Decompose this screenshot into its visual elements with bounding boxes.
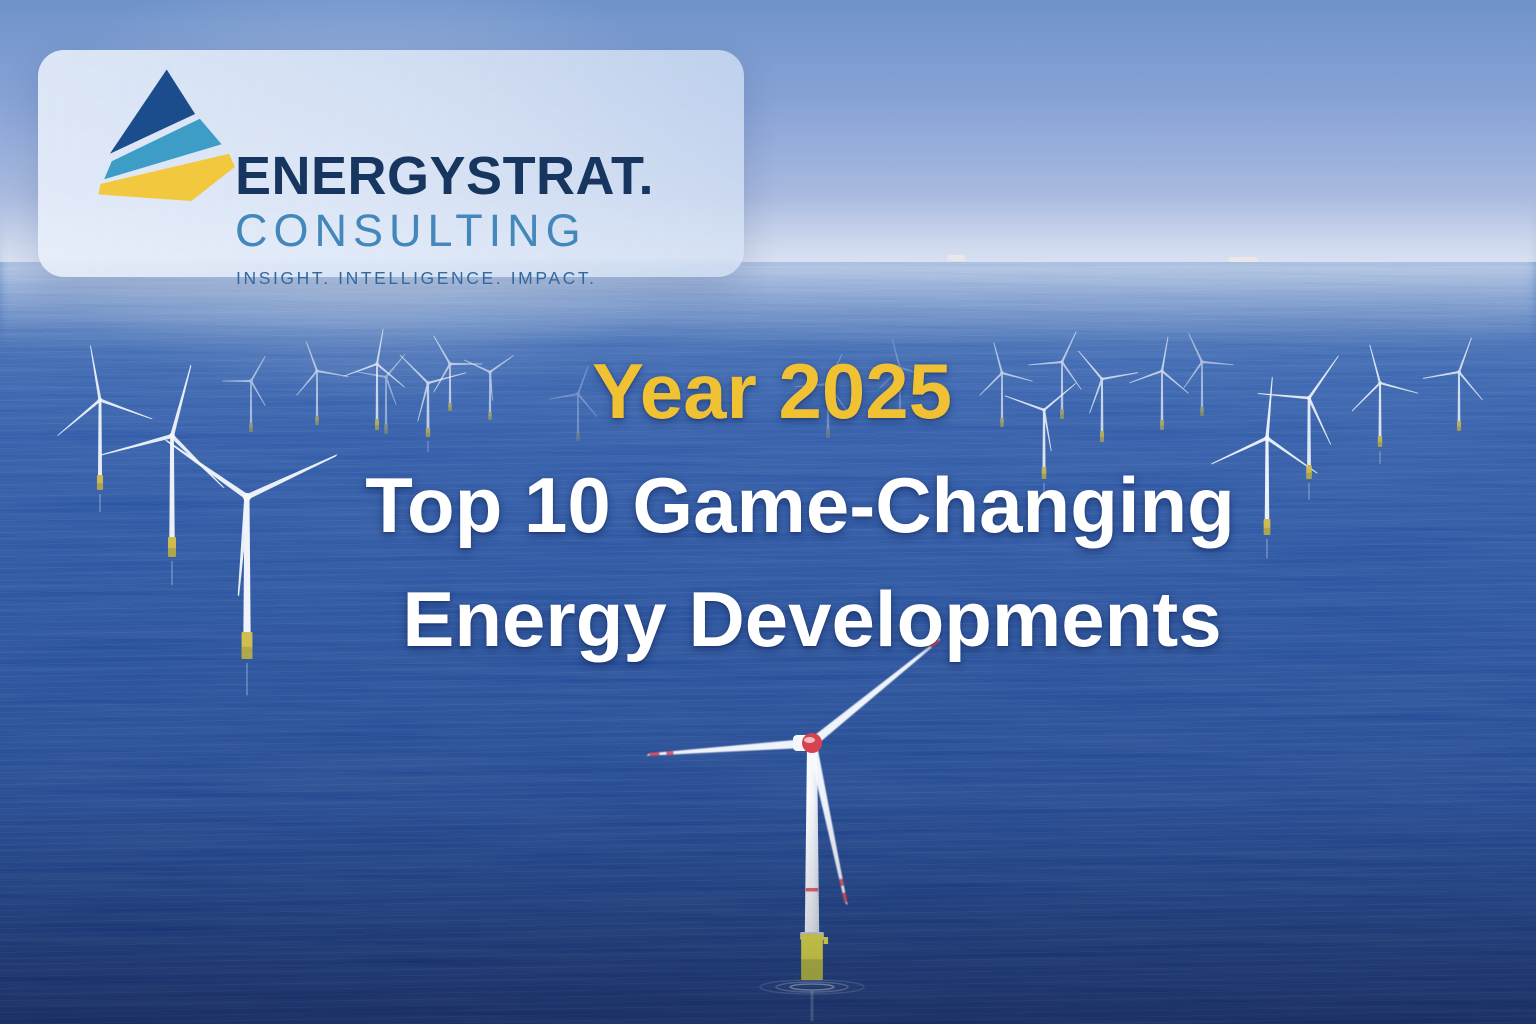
wind-turbine xyxy=(164,440,338,696)
wind-turbine xyxy=(1183,333,1234,416)
rotor-blades xyxy=(399,354,467,422)
pyramid-middle-slice xyxy=(104,118,222,180)
rotor-blades xyxy=(463,355,514,401)
rotor-blades xyxy=(1004,382,1076,452)
wind-turbine xyxy=(1422,337,1484,431)
rotor-blades xyxy=(1028,331,1082,390)
wind-turbine xyxy=(1257,355,1339,500)
brand-tagline: INSIGHT. INTELLIGENCE. IMPACT. xyxy=(236,268,597,288)
rotor-blades xyxy=(164,440,338,597)
wind-turbine xyxy=(1004,382,1076,498)
foreground-turbine-layer xyxy=(646,637,941,1021)
wind-turbine xyxy=(1351,344,1419,465)
brand-division: CONSULTING xyxy=(235,205,587,256)
rotor-blades xyxy=(296,341,349,396)
water-texture xyxy=(0,266,1536,1024)
rotor-blades xyxy=(1351,344,1419,412)
rotor-blades xyxy=(1210,376,1319,474)
distant-ship xyxy=(1228,257,1258,262)
wind-turbine xyxy=(1077,350,1139,442)
rotor-blades xyxy=(548,365,598,417)
rotor-blades xyxy=(356,353,406,406)
rotor-blades xyxy=(343,328,405,387)
rotor-blades xyxy=(646,637,941,906)
wind-turbine xyxy=(1129,336,1190,430)
rotor-blades xyxy=(1422,337,1484,401)
rotor-blades xyxy=(1129,336,1190,394)
rotor-blades xyxy=(57,344,153,437)
pyramid-top-slice xyxy=(109,69,196,154)
rotor-blades xyxy=(979,342,1034,396)
turbines-layer xyxy=(57,328,1484,696)
wind-turbine xyxy=(1210,376,1319,559)
wind-turbine xyxy=(463,355,514,420)
rotor-blades xyxy=(222,355,266,406)
wind-turbine xyxy=(979,342,1034,427)
wind-turbine xyxy=(100,364,225,585)
brand-pyramid-icon xyxy=(98,69,235,202)
pyramid-bottom-slice xyxy=(98,153,235,202)
rotor-blades xyxy=(1077,350,1139,414)
brand-logo-card: ENERGYSTRAT. CONSULTING INSIGHT. INTELLI… xyxy=(38,50,744,287)
wind-turbine xyxy=(878,339,930,417)
foreground-wind-turbine xyxy=(646,637,941,1021)
rotor-blades xyxy=(794,353,848,412)
wind-turbine xyxy=(794,353,848,438)
ships-layer xyxy=(947,255,1258,262)
wind-turbine xyxy=(399,354,467,452)
wind-turbine xyxy=(356,353,406,434)
wind-turbine xyxy=(57,344,153,512)
rotor-blades xyxy=(1183,333,1234,389)
wind-turbine xyxy=(548,365,598,441)
rotor-blades xyxy=(878,339,930,390)
wind-turbine xyxy=(343,328,405,430)
wind-turbine xyxy=(222,355,266,432)
wind-turbine xyxy=(296,341,349,425)
brand-name: ENERGYSTRAT. xyxy=(235,146,655,206)
wind-turbine xyxy=(1028,331,1082,419)
rotor-blades xyxy=(1257,355,1339,445)
distant-ship xyxy=(947,255,965,261)
